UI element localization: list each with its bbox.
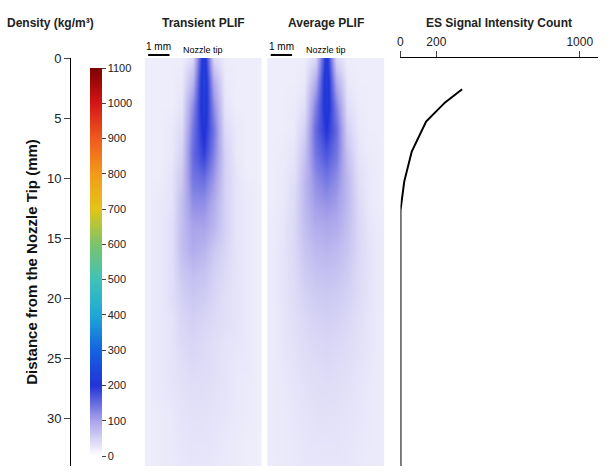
svg-text:400: 400 [108, 309, 126, 321]
svg-text:10: 10 [47, 171, 61, 186]
svg-text:1100: 1100 [108, 62, 132, 74]
svg-text:25: 25 [47, 351, 61, 366]
svg-text:900: 900 [108, 132, 126, 144]
svg-text:1 mm: 1 mm [269, 41, 294, 52]
svg-text:600: 600 [108, 238, 126, 250]
svg-text:0: 0 [108, 450, 114, 462]
svg-text:Nozzle tip: Nozzle tip [183, 45, 223, 55]
svg-text:1 mm: 1 mm [146, 41, 171, 52]
svg-text:15: 15 [47, 231, 61, 246]
svg-text:800: 800 [108, 168, 126, 180]
svg-text:20: 20 [47, 291, 61, 306]
svg-text:Nozzle tip: Nozzle tip [306, 45, 346, 55]
svg-text:Average PLIF: Average PLIF [288, 16, 364, 30]
svg-text:Density (kg/m³): Density (kg/m³) [7, 16, 94, 30]
svg-text:300: 300 [108, 344, 126, 356]
svg-text:500: 500 [108, 273, 126, 285]
svg-text:1000: 1000 [566, 35, 593, 49]
svg-text:0: 0 [397, 35, 404, 49]
svg-text:200: 200 [426, 35, 446, 49]
svg-text:0: 0 [54, 51, 61, 66]
svg-text:700: 700 [108, 203, 126, 215]
svg-text:1000: 1000 [108, 97, 132, 109]
svg-text:200: 200 [108, 379, 126, 391]
svg-text:Distance from the Nozzle Tip (: Distance from the Nozzle Tip (mm) [23, 139, 40, 385]
svg-text:30: 30 [47, 411, 61, 426]
svg-text:100: 100 [108, 415, 126, 427]
svg-text:Transient PLIF: Transient PLIF [162, 16, 245, 30]
svg-text:ES Signal Intensity Count: ES Signal Intensity Count [426, 16, 572, 30]
svg-text:5: 5 [54, 111, 61, 126]
